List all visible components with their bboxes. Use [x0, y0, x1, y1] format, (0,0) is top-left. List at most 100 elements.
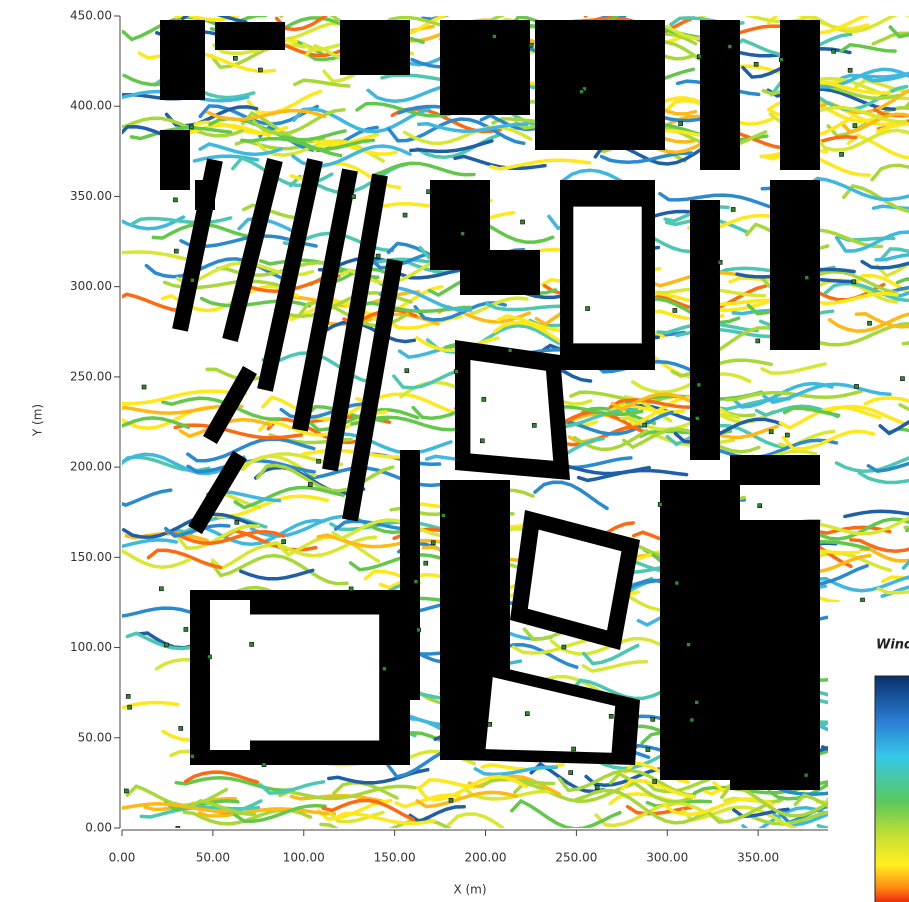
y-tick-label: 400.00 — [70, 99, 112, 113]
courtyard — [573, 206, 642, 344]
building — [730, 520, 820, 790]
tree-marker — [426, 189, 431, 195]
streamline — [174, 16, 241, 22]
streamline — [608, 398, 694, 409]
streamline — [871, 204, 909, 211]
y-tick-label: 0.00 — [85, 821, 112, 835]
tree-marker — [657, 502, 663, 507]
streamline — [197, 807, 337, 818]
tree-marker — [430, 540, 436, 546]
streamline — [800, 16, 899, 34]
tree-marker — [672, 308, 678, 313]
streamline — [875, 122, 909, 133]
tree-marker — [189, 124, 194, 130]
streamline — [122, 416, 191, 430]
building — [460, 250, 540, 295]
streamline — [189, 798, 257, 817]
tree-marker — [281, 539, 286, 544]
tree-marker — [717, 260, 723, 265]
axes: 0.00 50.00 100.00 150.00 200.00 250.00 300.00 3… — [70, 9, 909, 865]
streamline — [581, 660, 649, 673]
streamline — [854, 312, 909, 329]
streamline — [289, 794, 384, 803]
streamline — [846, 133, 909, 160]
streamline — [258, 780, 326, 795]
streamline — [813, 128, 909, 152]
streamline — [662, 797, 775, 817]
tree-marker — [860, 597, 865, 603]
tree-marker — [686, 642, 691, 647]
y-tick-label: 250.00 — [70, 369, 112, 383]
tree-marker — [348, 586, 354, 592]
streamline — [862, 72, 909, 83]
streamline — [186, 437, 316, 463]
streamline — [331, 518, 443, 541]
y-tick-label: 350.00 — [70, 189, 112, 203]
streamline — [373, 161, 476, 177]
tree-marker — [423, 560, 429, 566]
streamline — [174, 776, 296, 793]
streamline — [708, 438, 839, 460]
tree-marker — [579, 89, 584, 94]
courtyard — [220, 614, 380, 741]
streamline — [608, 771, 694, 804]
tree-marker — [124, 788, 129, 794]
streamline — [240, 136, 343, 158]
streamline — [843, 509, 909, 519]
legend: Wind Speed — [828, 602, 909, 902]
streamline — [249, 514, 344, 538]
streamline — [415, 133, 501, 160]
streamline — [806, 176, 909, 202]
tree-marker — [159, 586, 164, 592]
tree-marker — [867, 320, 872, 326]
streamline — [842, 183, 909, 213]
tree-marker — [854, 384, 859, 389]
streamline — [164, 529, 286, 545]
tree-marker — [307, 482, 313, 487]
streamline — [416, 774, 528, 802]
streamline — [265, 535, 378, 558]
tree-marker — [382, 666, 387, 672]
tree-marker — [492, 34, 497, 39]
tree-marker — [175, 826, 181, 828]
tree-marker — [351, 194, 356, 200]
building — [203, 366, 257, 444]
tree-marker — [454, 369, 459, 374]
building — [780, 20, 820, 170]
streamline — [860, 259, 909, 270]
tree-marker — [261, 762, 267, 767]
streamline — [876, 586, 909, 595]
streamline — [782, 406, 841, 418]
streamline — [533, 480, 609, 511]
streamline — [122, 538, 179, 549]
streamline — [670, 358, 773, 378]
tree-marker — [778, 57, 784, 63]
x-tick-label: 300.00 — [646, 851, 688, 865]
tree-marker — [507, 348, 513, 353]
tree-marker — [804, 275, 810, 280]
plot-area — [122, 16, 909, 828]
streamline — [293, 78, 351, 88]
streamline — [413, 301, 507, 322]
streamline — [316, 533, 446, 549]
tree-marker — [190, 277, 195, 283]
streamline — [863, 396, 909, 406]
tree-marker — [900, 376, 905, 381]
building — [770, 180, 820, 350]
streamline — [463, 787, 558, 801]
tree-marker — [755, 338, 761, 344]
tree-marker — [520, 219, 525, 225]
building — [690, 200, 720, 460]
courtyard — [470, 359, 554, 461]
tree-marker — [479, 438, 485, 444]
y-tick-label: 200.00 — [70, 460, 112, 474]
tree-marker — [178, 726, 184, 731]
streamline — [473, 765, 559, 777]
streamline — [246, 89, 323, 115]
building — [172, 158, 223, 332]
streamline — [387, 117, 526, 146]
building — [215, 22, 285, 50]
building — [660, 480, 740, 780]
tree-marker — [413, 579, 419, 584]
streamline — [878, 419, 909, 436]
